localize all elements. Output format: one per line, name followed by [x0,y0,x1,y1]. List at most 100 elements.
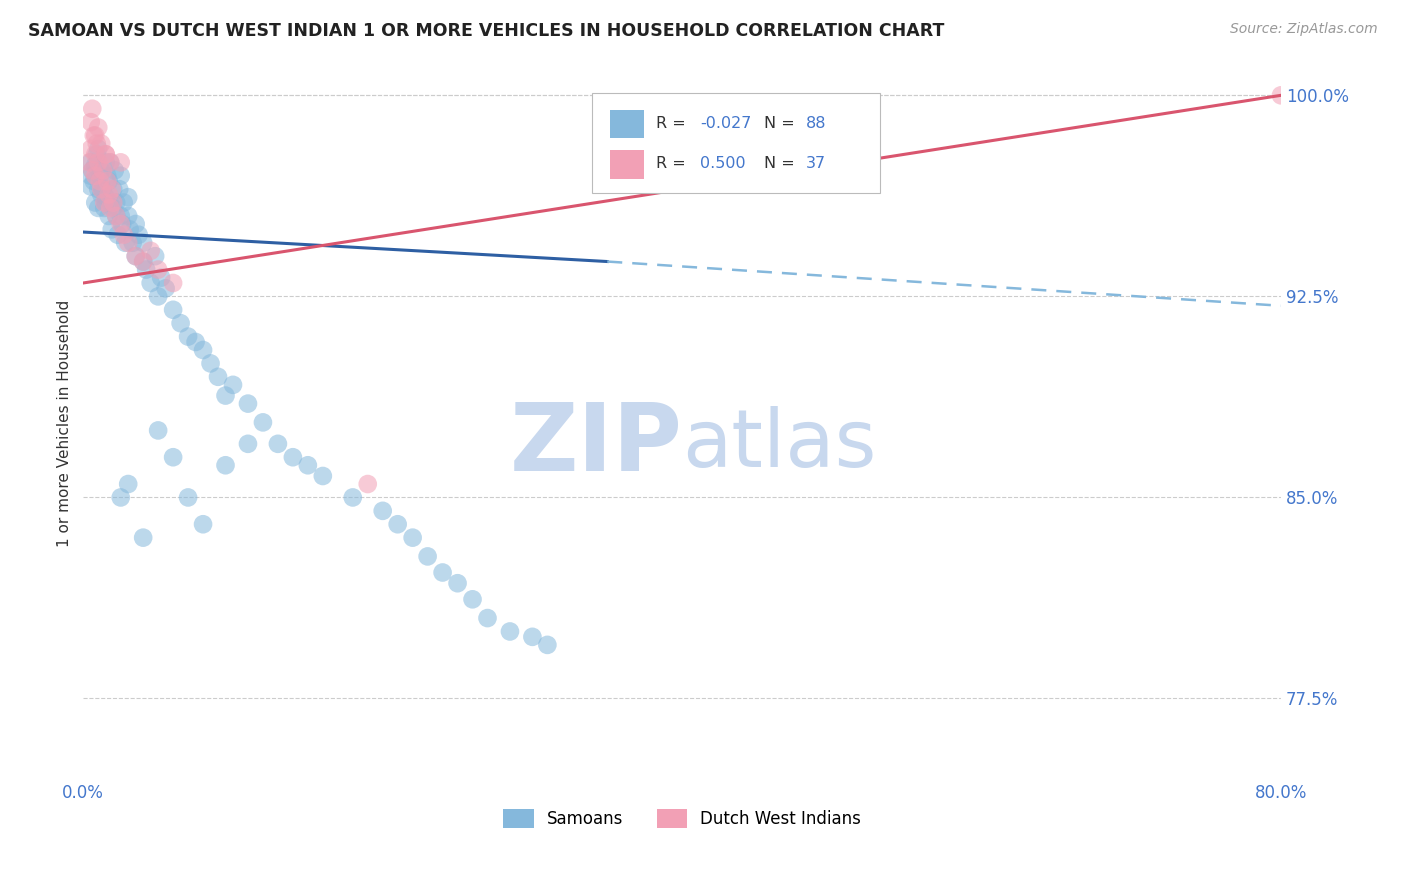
Point [146,262,169,277]
Point [107,227,129,242]
Point [357,477,380,491]
Point [82,163,104,178]
Point [84,128,107,143]
Text: R =: R = [655,116,690,131]
Point [184,334,207,349]
Point [132,254,155,268]
Point [297,458,319,473]
Point [100,182,122,196]
Point [162,450,184,465]
Point [236,437,259,451]
Point [432,566,454,580]
Point [80,142,103,156]
Point [200,356,222,370]
Point [110,155,132,169]
Point [84,147,107,161]
Point [110,217,132,231]
Point [114,235,136,250]
Point [97,174,120,188]
Point [117,209,139,223]
Point [125,217,148,231]
Point [125,249,148,263]
Point [214,458,236,473]
Point [80,169,103,183]
Y-axis label: 1 or more Vehicles in Household: 1 or more Vehicles in Household [58,300,72,548]
Legend: Samoans, Dutch West Indians: Samoans, Dutch West Indians [496,802,868,835]
Point [82,102,104,116]
Point [416,549,439,564]
Point [84,158,107,172]
Text: N =: N = [763,156,800,171]
Point [90,163,112,178]
Point [97,209,120,223]
Point [93,201,115,215]
Point [499,624,522,639]
Point [110,169,132,183]
Point [150,270,173,285]
Point [90,182,112,196]
Point [236,396,259,410]
Point [103,182,125,196]
Point [146,424,169,438]
Point [281,450,304,465]
Point [146,289,169,303]
Point [312,469,335,483]
Point [125,249,148,263]
Point [117,190,139,204]
Point [94,190,117,204]
Point [89,174,111,188]
Point [103,195,125,210]
Point [80,155,103,169]
Point [267,437,290,451]
Point [87,201,110,215]
Point [461,592,484,607]
Point [128,227,150,242]
Point [108,182,131,196]
Point [110,491,132,505]
Point [105,209,128,223]
Point [536,638,558,652]
Point [139,244,162,258]
Point [80,115,103,129]
Point [100,222,122,236]
Text: R =: R = [655,156,690,171]
Text: 0.500: 0.500 [700,156,745,171]
Point [91,182,114,196]
Text: ZIP: ZIP [509,399,682,491]
Point [97,187,120,202]
Point [121,235,143,250]
Point [84,195,107,210]
Point [207,369,229,384]
Point [169,316,191,330]
Point [132,531,155,545]
Point [135,262,157,277]
Point [112,227,135,242]
Point [87,120,110,135]
Point [94,155,117,169]
Point [96,174,118,188]
Point [110,209,132,223]
Point [98,155,121,169]
Point [94,147,117,161]
Point [117,235,139,250]
Point [477,611,499,625]
Text: Source: ZipAtlas.com: Source: ZipAtlas.com [1230,22,1378,37]
Point [94,147,117,161]
Point [118,222,141,236]
FancyBboxPatch shape [610,150,644,178]
Point [387,517,409,532]
Point [94,195,117,210]
Point [111,217,134,231]
Text: N =: N = [763,116,800,131]
Point [83,174,105,188]
Point [91,163,114,178]
Point [96,169,118,183]
Point [252,416,274,430]
Point [84,169,107,183]
FancyBboxPatch shape [610,110,644,138]
Point [103,201,125,215]
Text: 37: 37 [806,156,825,171]
Point [162,302,184,317]
Point [77,155,100,169]
Point [177,491,200,505]
